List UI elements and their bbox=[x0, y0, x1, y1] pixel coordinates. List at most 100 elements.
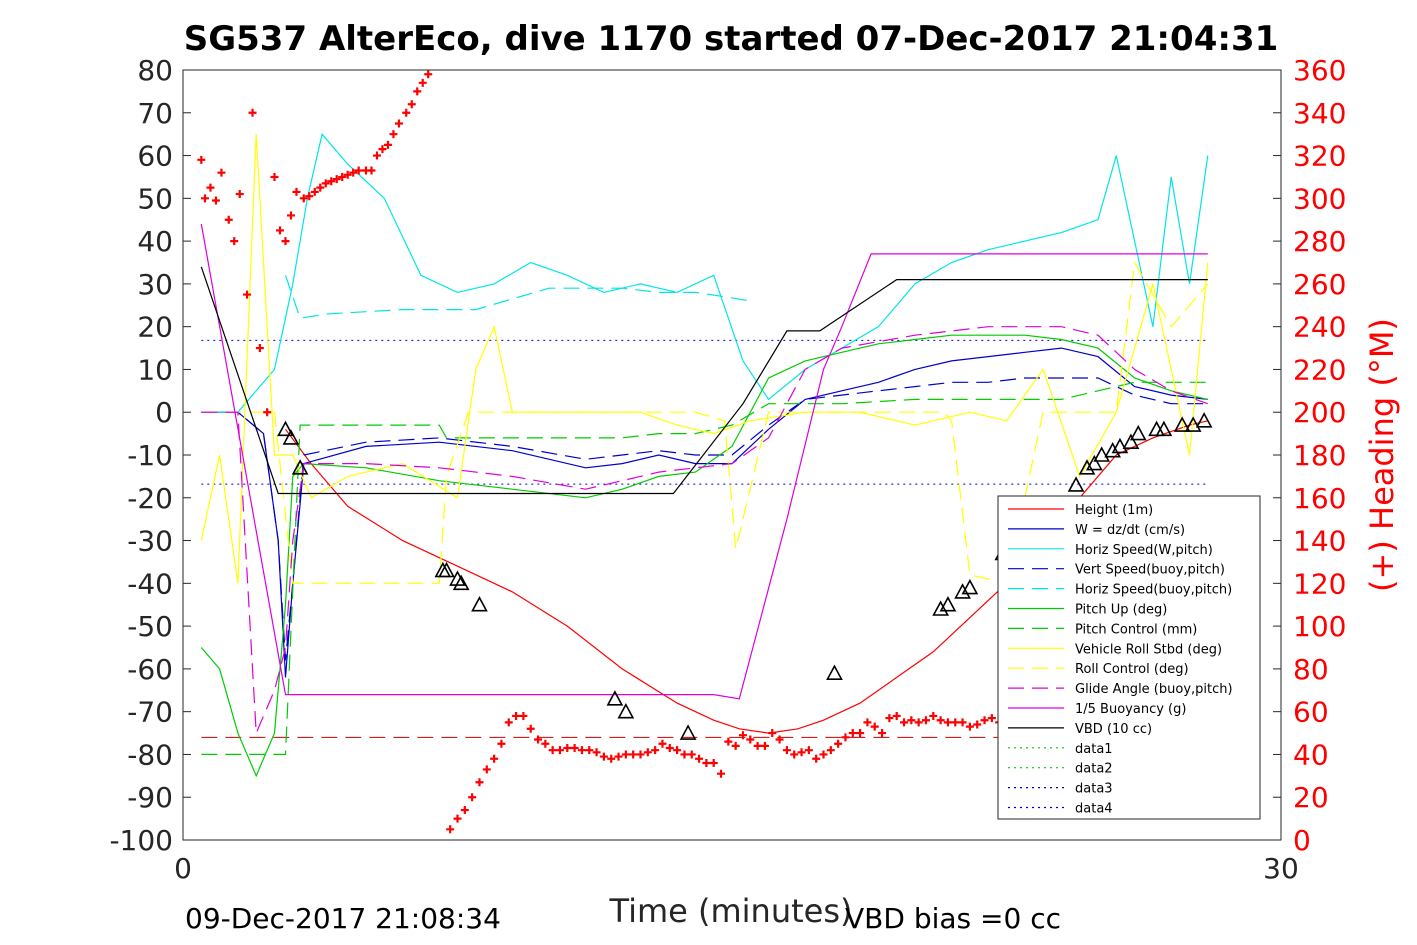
heading-point bbox=[724, 737, 733, 746]
heading-point bbox=[211, 196, 220, 205]
legend-label-4: Horiz Speed(buoy,pitch) bbox=[1075, 583, 1232, 598]
left-tick-label: -100 bbox=[109, 824, 173, 857]
heading-point bbox=[555, 746, 564, 755]
legend-label-15: data4 bbox=[1075, 802, 1113, 817]
heading-point bbox=[310, 187, 319, 196]
heading-point bbox=[389, 130, 398, 139]
left-tick-label: 40 bbox=[137, 225, 173, 258]
heading-point bbox=[446, 825, 455, 834]
legend-label-13: data2 bbox=[1075, 762, 1113, 777]
heading-point bbox=[372, 151, 381, 160]
series-line-4 bbox=[284, 275, 751, 319]
triangle-marker bbox=[961, 578, 979, 595]
heading-point bbox=[402, 108, 411, 117]
left-tick-label: 70 bbox=[137, 97, 173, 130]
heading-point bbox=[217, 168, 226, 177]
heading-point bbox=[255, 344, 264, 353]
right-axis: 3603403203002802602402202001801601401201… bbox=[1273, 54, 1346, 857]
heading-point bbox=[848, 729, 857, 738]
triangle-marker bbox=[939, 596, 957, 612]
heading-point bbox=[460, 806, 469, 815]
heading-point bbox=[413, 87, 422, 96]
heading-point bbox=[797, 748, 806, 757]
heading-point bbox=[316, 183, 325, 192]
right-tick-label: 280 bbox=[1293, 225, 1346, 258]
heading-point bbox=[717, 769, 726, 778]
triangle-marker bbox=[438, 561, 455, 578]
left-tick-label: 10 bbox=[137, 353, 173, 386]
heading-point bbox=[327, 177, 336, 186]
triangle-marker bbox=[1129, 424, 1147, 441]
heading-point bbox=[497, 739, 506, 748]
left-tick-label: -50 bbox=[127, 610, 173, 643]
heading-point bbox=[629, 750, 638, 759]
series-line-8 bbox=[201, 260, 1209, 585]
heading-point bbox=[695, 754, 704, 763]
triangle-marker bbox=[1111, 437, 1129, 454]
triangle-marker bbox=[617, 702, 635, 719]
heading-point bbox=[870, 722, 879, 731]
legend-label-3: Vert Speed(buoy,pitch) bbox=[1075, 563, 1225, 578]
right-tick-label: 260 bbox=[1293, 268, 1346, 301]
chart-title: SG537 AlterEco, dive 1170 started 07-Dec… bbox=[184, 19, 1279, 59]
heading-point bbox=[863, 718, 872, 727]
triangle-marker bbox=[277, 420, 294, 437]
heading-point bbox=[394, 119, 403, 128]
left-tick-label: 50 bbox=[137, 182, 173, 215]
right-tick-label: 180 bbox=[1293, 439, 1346, 472]
heading-point bbox=[936, 716, 945, 725]
right-tick-label: 0 bbox=[1293, 824, 1311, 857]
series-line-3 bbox=[201, 377, 1208, 661]
heading-point bbox=[856, 729, 865, 738]
left-tick-label: 20 bbox=[137, 311, 173, 344]
heading-point bbox=[987, 714, 996, 723]
right-tick-label: 140 bbox=[1293, 525, 1346, 558]
heading-point bbox=[965, 722, 974, 731]
heading-point bbox=[746, 735, 755, 744]
left-tick-label: 30 bbox=[137, 268, 173, 301]
heading-point bbox=[407, 100, 416, 109]
heading-point bbox=[599, 752, 608, 761]
heading-point bbox=[243, 290, 252, 299]
heading-point bbox=[812, 754, 821, 763]
heading-point bbox=[570, 744, 579, 753]
series-line-9 bbox=[201, 326, 1208, 734]
heading-point bbox=[349, 168, 358, 177]
heading-point bbox=[490, 754, 499, 763]
heading-point bbox=[914, 718, 923, 727]
heading-point bbox=[636, 750, 645, 759]
heading-point bbox=[643, 748, 652, 757]
heading-point bbox=[819, 750, 828, 759]
plot-area bbox=[183, 70, 1282, 841]
heading-point bbox=[286, 211, 295, 220]
legend-label-0: Height (1m) bbox=[1075, 503, 1153, 518]
triangle-marker bbox=[932, 600, 949, 616]
heading-point bbox=[731, 741, 740, 750]
triangle-marker bbox=[1173, 416, 1191, 432]
heading-point bbox=[658, 739, 667, 748]
series-line-11 bbox=[200, 266, 1208, 495]
heading-point bbox=[980, 716, 989, 725]
legend-label-5: Pitch Up (deg) bbox=[1075, 603, 1167, 618]
right-tick-label: 60 bbox=[1293, 696, 1329, 729]
left-tick-label: -20 bbox=[127, 482, 173, 515]
triangle-marker bbox=[1086, 454, 1103, 471]
footer-date: 09-Dec-2017 21:08:34 bbox=[185, 902, 501, 935]
right-tick-label: 340 bbox=[1293, 97, 1346, 130]
heading-point bbox=[790, 750, 799, 759]
triangle-marker bbox=[291, 459, 309, 475]
heading-point bbox=[248, 108, 257, 117]
heading-point bbox=[921, 716, 930, 725]
legend-label-12: data1 bbox=[1075, 742, 1113, 757]
heading-point bbox=[621, 750, 630, 759]
triangle-marker bbox=[471, 596, 488, 612]
heading-point bbox=[738, 731, 747, 740]
heading-point bbox=[548, 746, 557, 755]
right-tick-label: 240 bbox=[1293, 311, 1346, 344]
triangle-marker bbox=[1078, 459, 1096, 475]
heading-point bbox=[834, 739, 843, 748]
heading-point bbox=[760, 741, 769, 750]
x-axis: 0 30 bbox=[174, 832, 1299, 885]
left-tick-label: -90 bbox=[127, 781, 173, 814]
heading-point bbox=[321, 179, 330, 188]
